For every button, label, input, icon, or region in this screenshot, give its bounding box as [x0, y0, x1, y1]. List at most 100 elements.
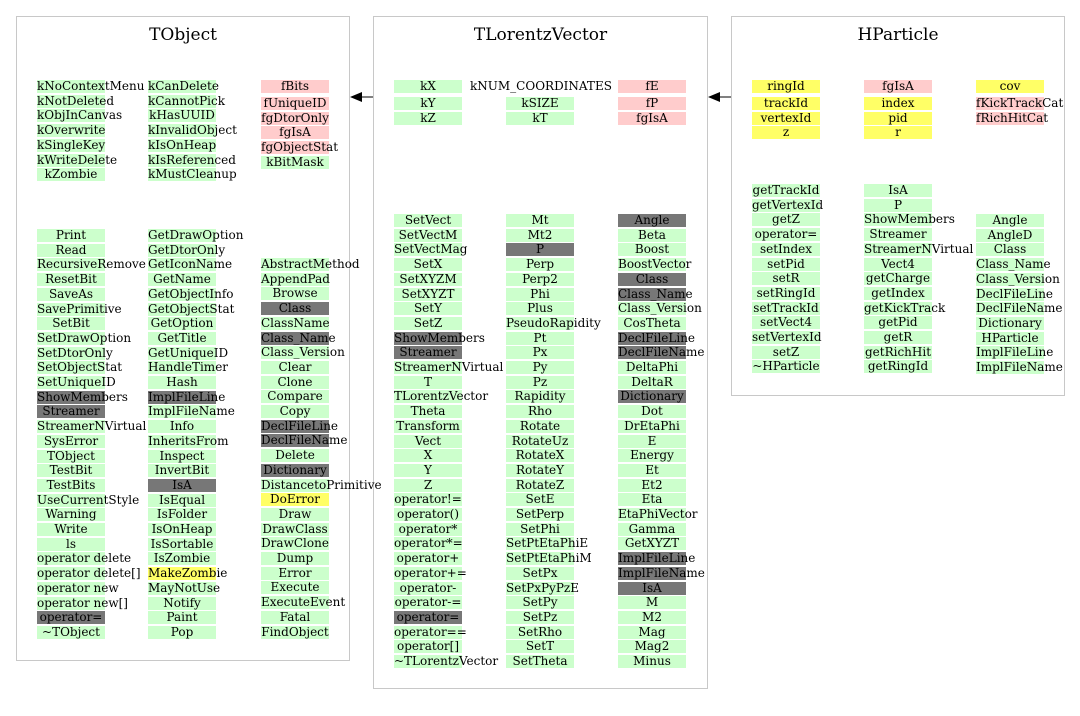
method-setringid: setRingId — [752, 286, 820, 300]
constant-knotdeleted: kNotDeleted — [37, 93, 115, 108]
method-perp2: Perp2 — [506, 272, 574, 286]
method-getrichhit: getRichHit — [864, 344, 932, 359]
method-et: Et — [618, 463, 686, 477]
method-py: Py — [506, 361, 574, 374]
method-dump: Dump — [261, 552, 329, 565]
method-abstractmethod: AbstractMethod — [261, 257, 360, 271]
method-settrackid: setTrackId — [752, 300, 820, 315]
method-fatal: Fatal — [261, 610, 329, 624]
tlorentzvector-title: TLorentzVector — [473, 25, 608, 45]
member-pid: pid — [864, 111, 932, 125]
method-rotate: Rotate — [506, 419, 574, 433]
member-fbits: fBits — [261, 80, 329, 93]
method-isa: IsA — [618, 581, 686, 595]
method-operator: operator-= — [394, 595, 462, 610]
method-streamernvirtual: StreamerNVirtual — [864, 241, 974, 256]
method-y: Y — [394, 463, 462, 477]
method-operator: operator() — [394, 508, 462, 521]
member-fgobjectstat: fgObjectStat — [261, 140, 339, 155]
method-setvectm: SetVectM — [394, 228, 462, 242]
member-frichhitcat: fRichHitCat — [976, 110, 1049, 125]
method-showmembers: ShowMembers — [394, 330, 485, 345]
method-class-version: Class_Version — [261, 345, 345, 360]
method-streamer: Streamer — [394, 346, 462, 360]
method-showmembers: ShowMembers — [37, 389, 128, 404]
member-fkicktrackcat: fKickTrackCat — [976, 96, 1064, 110]
method-setvect4: setVect4 — [752, 316, 820, 330]
constant-kcannotpick: kCannotPick — [148, 93, 226, 108]
method-tobject: TObject — [37, 449, 105, 463]
member-fe: fE — [618, 80, 686, 93]
method-operator: operator= — [752, 228, 820, 242]
method-issortable: IsSortable — [148, 537, 216, 551]
method-rapidity: Rapidity — [506, 390, 574, 404]
method-getz: getZ — [752, 213, 820, 227]
method-gettitle: GetTitle — [148, 331, 216, 345]
method-recursiveremove: RecursiveRemove — [37, 257, 146, 272]
method-distancetoprimitive: DistancetoPrimitive — [261, 477, 382, 492]
method-class-name: Class_Name — [261, 330, 336, 345]
method-getdrawoption: GetDrawOption — [148, 228, 244, 242]
method-operator: operator= — [394, 610, 462, 624]
method-info: Info — [148, 420, 216, 434]
method-setptetaphie: SetPtEtaPhiE — [506, 536, 589, 551]
member-fp: fP — [618, 97, 686, 110]
method-operator-delete: operator delete[] — [37, 566, 141, 581]
method-setr: setR — [752, 272, 820, 286]
method-pop: Pop — [148, 625, 216, 639]
method-isequal: IsEqual — [148, 493, 216, 507]
method-rho: Rho — [506, 405, 574, 419]
method-drawclone: DrawClone — [261, 536, 329, 551]
member-trackid: trackId — [752, 97, 820, 110]
method-pt: Pt — [506, 331, 574, 345]
method-setvectmag: SetVectMag — [394, 242, 468, 257]
method-inheritsfrom: InheritsFrom — [148, 433, 229, 448]
method-getindex: getIndex — [864, 286, 932, 300]
method-setvertexid: setVertexId — [752, 330, 822, 344]
method-hparticle: ~HParticle — [752, 359, 820, 374]
method-m: M — [618, 596, 686, 610]
method-pz: Pz — [506, 375, 574, 389]
method-class-version: Class_Version — [976, 271, 1060, 286]
method-rotatey: RotateY — [506, 463, 574, 477]
method-implfilename: ImplFileName — [618, 565, 705, 580]
method-implfileline: ImplFileLine — [976, 345, 1054, 360]
method-handletimer: HandleTimer — [148, 360, 229, 375]
method-setpid: setPid — [752, 257, 820, 271]
method-operator: operator+ — [394, 552, 462, 566]
method-getvertexid: getVertexId — [752, 197, 824, 212]
method-streamernvirtual: StreamerNVirtual — [37, 419, 147, 434]
method-mt2: Mt2 — [506, 228, 574, 242]
method-getxyzt: GetXYZT — [618, 537, 686, 551]
method-vect: Vect — [394, 434, 462, 448]
method-operator: operator+= — [394, 565, 467, 580]
method-t: T — [394, 375, 462, 389]
method-setxyzm: SetXYZM — [394, 272, 462, 286]
method-e: E — [618, 434, 686, 448]
method-getpid: getPid — [864, 316, 932, 330]
method-getdtoronly: GetDtorOnly — [148, 242, 226, 257]
method-operator-new: operator new — [37, 580, 119, 595]
arrow-tlorentzvector-to-tobject — [350, 92, 373, 102]
method-plus: Plus — [506, 302, 574, 316]
method-operator: operator== — [394, 624, 467, 639]
method-implfilename: ImplFileName — [976, 360, 1063, 374]
method-angle: Angle — [618, 214, 686, 227]
method-declfileline: DeclFileLine — [976, 286, 1054, 301]
constant-khasuuid: kHasUUID — [148, 108, 216, 123]
method-operator: operator- — [394, 581, 462, 595]
member-fgisa: fgIsA — [864, 80, 932, 93]
method-boost: Boost — [618, 243, 686, 257]
method-setz: SetZ — [394, 316, 462, 330]
method-findobject: FindObject — [261, 624, 329, 639]
member-index: index — [864, 97, 932, 110]
method-drawclass: DrawClass — [261, 521, 329, 536]
method-operator-new: operator new[] — [37, 595, 128, 610]
method-getcharge: getCharge — [864, 271, 932, 286]
method-class: Class — [976, 243, 1044, 257]
method-geticonname: GetIconName — [148, 257, 233, 272]
method-declfilename: DeclFileName — [261, 433, 348, 448]
method-iszombie: IsZombie — [148, 552, 216, 566]
method-getkicktrack: getKickTrack — [864, 300, 946, 315]
method-gettrackid: getTrackId — [752, 183, 820, 197]
